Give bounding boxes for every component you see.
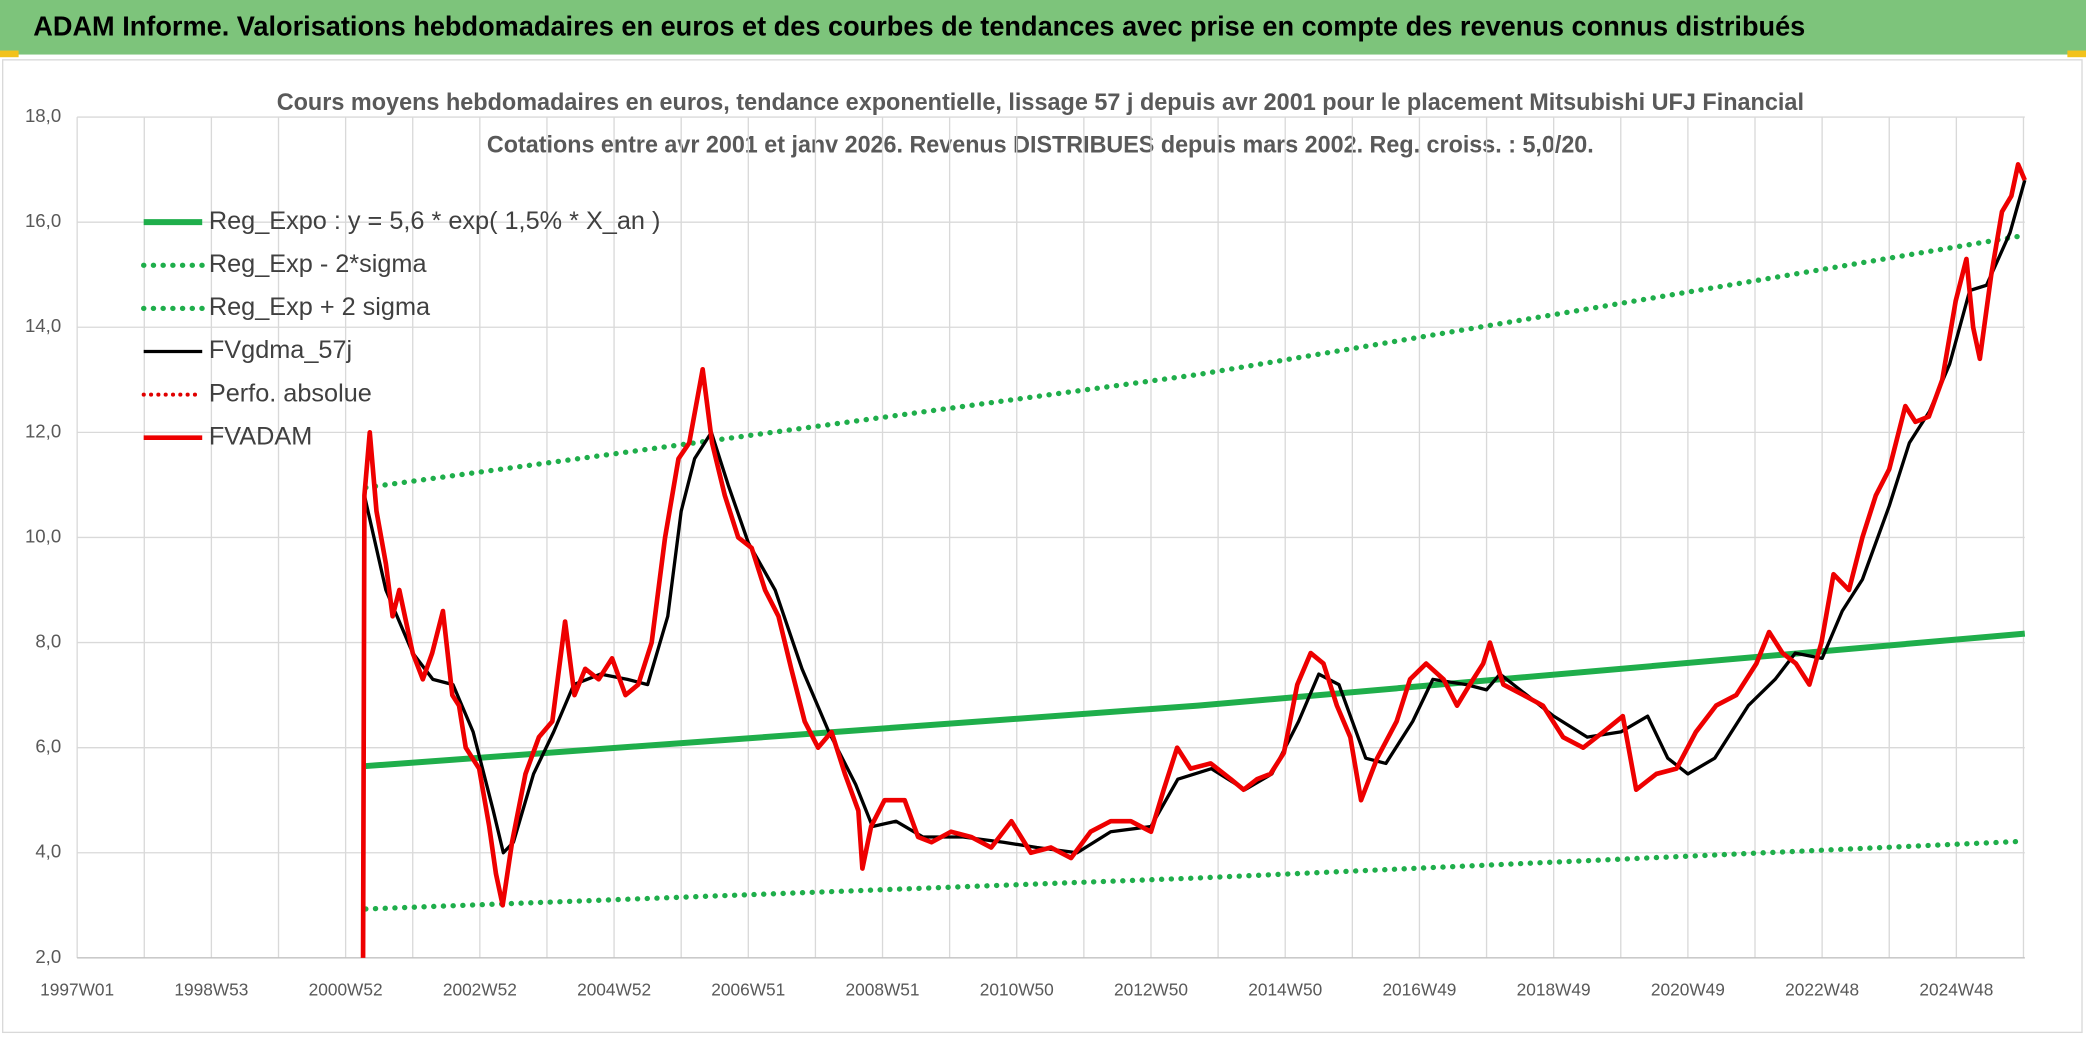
x-tick-label: 2024W48	[1919, 980, 1993, 1000]
x-tick-label: 2006W51	[711, 980, 785, 1000]
y-tick-label: 16,0	[25, 210, 61, 231]
y-tick-label: 6,0	[35, 736, 61, 757]
legend-label: Reg_Expo : y = 5,6 * exp( 1,5% * X_an )	[209, 207, 661, 235]
legend-label: FVgdma_57j	[209, 336, 352, 364]
x-tick-label: 1997W01	[40, 980, 114, 1000]
corner-mark	[0, 50, 19, 58]
x-tick-label: 1998W53	[174, 980, 248, 1000]
chart-border	[1, 59, 2083, 1034]
x-tick-label: 2012W50	[1114, 980, 1188, 1000]
header-title: ADAM Informe. Valorisations hebdomadaire…	[33, 10, 1805, 41]
y-tick-label: 2,0	[35, 946, 61, 967]
x-tick-label: 2010W50	[980, 980, 1054, 1000]
x-tick-label: 2016W49	[1382, 980, 1456, 1000]
x-tick-label: 2000W52	[309, 980, 383, 1000]
chart-subtitle: Cotations entre avr 2001 et janv 2026. R…	[487, 132, 1594, 159]
corner-mark	[2067, 50, 2086, 58]
x-tick-label: 2022W48	[1785, 980, 1859, 1000]
legend-label: Perfo. absolue	[209, 379, 372, 407]
y-tick-label: 10,0	[25, 525, 61, 546]
y-tick-label: 12,0	[25, 420, 61, 441]
series-line	[365, 630, 2026, 770]
legend-label: Reg_Exp - 2*sigma	[209, 250, 428, 278]
y-tick-label: 8,0	[35, 630, 61, 651]
x-tick-label: 2018W49	[1517, 980, 1591, 1000]
series-line	[360, 162, 2027, 958]
series-line	[362, 179, 2027, 855]
x-tick-label: 2002W52	[443, 980, 517, 1000]
y-tick-label: 14,0	[25, 315, 61, 336]
series-line	[363, 838, 2028, 912]
x-tick-label: 2004W52	[577, 980, 651, 1000]
x-tick-label: 2008W51	[846, 980, 920, 1000]
series-line	[363, 232, 2028, 491]
chart-title: Cours moyens hebdomadaires en euros, ten…	[277, 89, 1804, 116]
header-bar	[0, 0, 2086, 55]
x-tick-label: 2014W50	[1248, 980, 1322, 1000]
y-tick-label: 18,0	[25, 105, 61, 126]
legend-label: FVADAM	[209, 422, 312, 450]
legend-label: Reg_Exp + 2 sigma	[209, 293, 431, 321]
x-tick-label: 2020W49	[1651, 980, 1725, 1000]
y-tick-label: 4,0	[35, 841, 61, 862]
